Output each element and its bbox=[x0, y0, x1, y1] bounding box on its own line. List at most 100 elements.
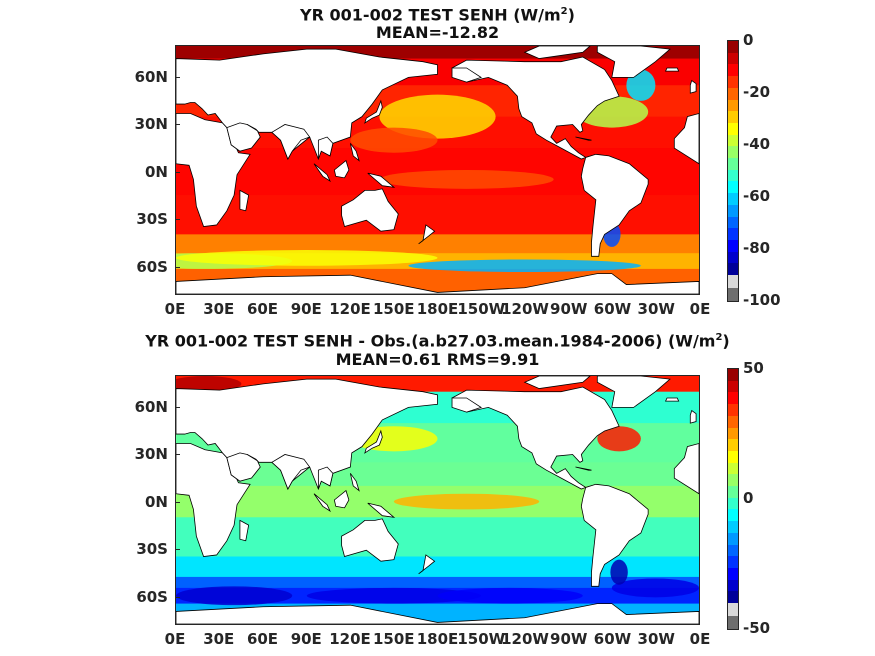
land-japan bbox=[364, 99, 383, 124]
field-feature bbox=[379, 94, 496, 139]
colorbar-step bbox=[728, 509, 738, 522]
field-feature bbox=[597, 426, 641, 452]
lat-label: 30S bbox=[136, 540, 168, 559]
colorbar-missing-dark bbox=[728, 288, 738, 301]
lon-label: 0E bbox=[164, 300, 186, 318]
colorbar-step bbox=[728, 111, 738, 124]
colorbar-tick-label: -50 bbox=[743, 619, 771, 637]
panel1-title-close: ) bbox=[567, 5, 575, 25]
land-borneo bbox=[333, 489, 350, 509]
colorbar-step bbox=[728, 263, 738, 276]
colorbar-step bbox=[728, 169, 738, 182]
panel2-title-sup: 2 bbox=[715, 332, 723, 343]
lon-label: 150E bbox=[372, 300, 415, 318]
colorbar-step bbox=[728, 497, 738, 510]
lon-label: 60E bbox=[246, 300, 279, 318]
colorbar-step bbox=[728, 122, 738, 136]
colorbar-step bbox=[728, 99, 738, 112]
colorbar-step bbox=[728, 228, 738, 241]
lon-label: 180E bbox=[416, 630, 459, 648]
field-feature bbox=[176, 376, 242, 392]
land-australia bbox=[341, 518, 399, 562]
colorbar-step bbox=[728, 369, 738, 382]
colorbar-step bbox=[728, 392, 738, 405]
lon-label: 150W bbox=[457, 300, 506, 318]
field-feature bbox=[393, 493, 540, 510]
land-southAmerica bbox=[580, 483, 649, 587]
land-seAsia bbox=[317, 136, 334, 160]
colorbar-step bbox=[728, 204, 738, 217]
panel1-colorbar bbox=[727, 40, 739, 302]
land-greenland bbox=[596, 46, 671, 78]
land-northAmerica bbox=[451, 386, 620, 490]
lat-tick bbox=[175, 266, 180, 268]
panel2-title-text: YR 001-002 TEST SENH - Obs.(a.b27.03.mea… bbox=[145, 331, 716, 351]
land-borneo bbox=[333, 159, 350, 179]
panel1-title-sup: 2 bbox=[560, 6, 568, 17]
colorbar-tick-label: -20 bbox=[743, 83, 771, 101]
lon-label: 150E bbox=[372, 630, 415, 648]
field-band bbox=[176, 576, 699, 589]
lat-tick bbox=[175, 171, 180, 173]
land-newGuinea bbox=[367, 502, 396, 518]
land-uk bbox=[689, 409, 697, 424]
colorbar-step bbox=[728, 216, 738, 229]
lon-label: 60W bbox=[593, 300, 632, 318]
lat-label: 30S bbox=[136, 210, 168, 229]
lat-tick bbox=[175, 596, 180, 598]
lat-label: 30N bbox=[134, 115, 168, 134]
colorbar-step bbox=[728, 450, 738, 464]
land-japan bbox=[364, 429, 383, 454]
lat-tick bbox=[175, 219, 180, 221]
colorbar-step bbox=[728, 193, 738, 206]
land-madagascar bbox=[239, 189, 250, 212]
lon-label: 90W bbox=[550, 300, 588, 318]
colorbar-tick-label: -100 bbox=[743, 291, 781, 309]
field-feature bbox=[610, 559, 628, 585]
colorbar-tick-label: -40 bbox=[743, 135, 771, 153]
field-feature bbox=[437, 587, 583, 604]
lon-label: 60E bbox=[246, 630, 279, 648]
colorbar-step bbox=[728, 556, 738, 569]
colorbar-tick-label: -80 bbox=[743, 239, 771, 257]
land-greenland bbox=[596, 376, 671, 408]
panel2-map bbox=[175, 375, 700, 625]
panel2-mean-rms: MEAN=0.61 RMS=9.91 bbox=[335, 350, 540, 369]
field-feature bbox=[306, 587, 482, 604]
colorbar-step bbox=[728, 134, 738, 147]
land-india bbox=[271, 124, 311, 160]
lon-label: 90E bbox=[290, 630, 322, 648]
colorbar-step bbox=[728, 427, 738, 440]
colorbar-step bbox=[728, 544, 738, 557]
land-arabia bbox=[226, 452, 261, 482]
lon-label: 0E bbox=[689, 630, 711, 648]
panel2-colorbar bbox=[727, 368, 739, 630]
lon-label: 0E bbox=[164, 630, 186, 648]
colorbar-step bbox=[728, 41, 738, 54]
colorbar-step bbox=[728, 567, 738, 581]
field-feature bbox=[379, 170, 554, 189]
colorbar-step bbox=[728, 380, 738, 393]
lat-tick bbox=[175, 454, 180, 456]
colorbar-missing-dark bbox=[728, 616, 738, 629]
colorbar-step bbox=[728, 251, 738, 264]
colorbar-step bbox=[728, 532, 738, 545]
lon-label: 120W bbox=[501, 300, 549, 318]
land-philippines bbox=[349, 473, 360, 492]
lon-label: 150W bbox=[457, 630, 506, 648]
lon-label: 60W bbox=[593, 630, 632, 648]
panel2-title-close: ) bbox=[722, 331, 730, 351]
lat-tick bbox=[175, 549, 180, 551]
colorbar-step bbox=[728, 64, 738, 77]
lat-tick bbox=[175, 124, 180, 126]
colorbar-step bbox=[728, 486, 738, 499]
lat-label: 60N bbox=[134, 397, 168, 416]
lon-label: 30E bbox=[203, 300, 235, 318]
land-sumatra bbox=[313, 493, 331, 513]
land-iceland bbox=[664, 397, 680, 402]
colorbar-step bbox=[728, 76, 738, 89]
lon-label: 180E bbox=[416, 300, 459, 318]
lat-label: 0N bbox=[145, 162, 168, 181]
colorbar-tick-label: 50 bbox=[743, 359, 764, 377]
panel1-title: YR 001-002 TEST SENH (W/m2) bbox=[0, 2, 875, 24]
